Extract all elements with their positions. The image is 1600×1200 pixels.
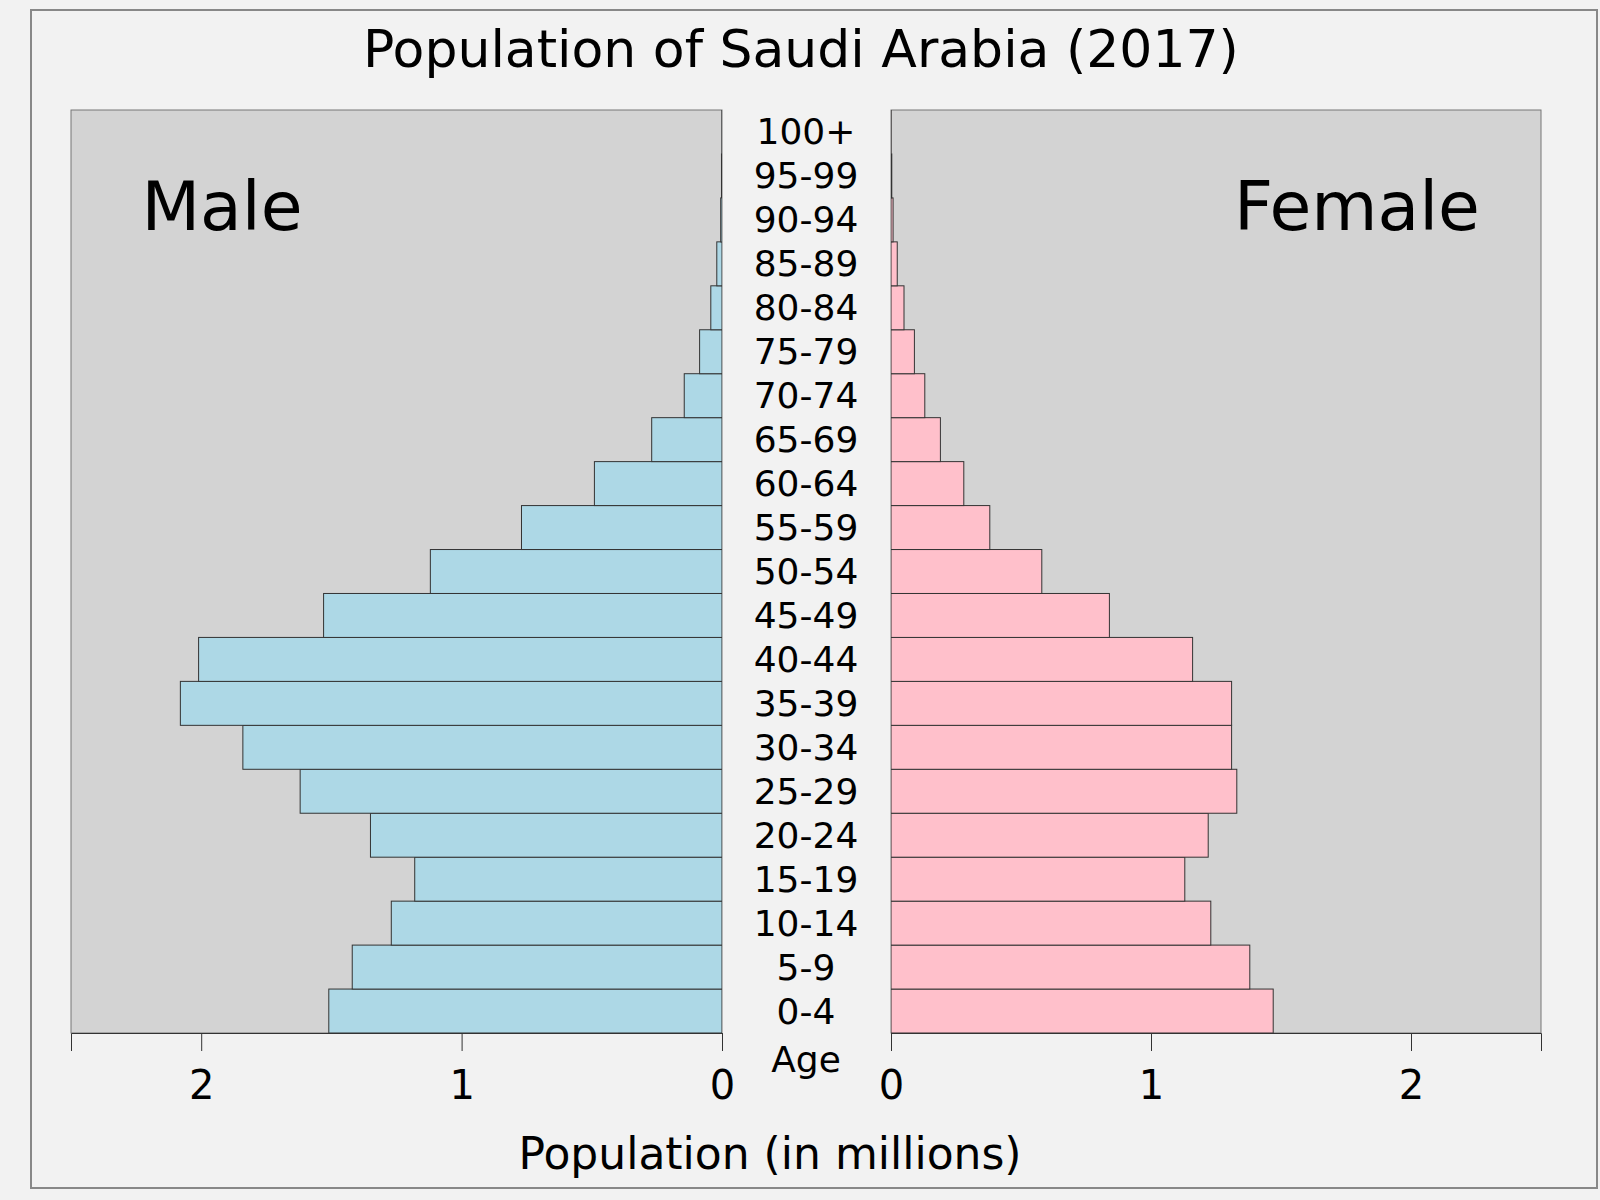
bar	[594, 462, 722, 506]
bar	[329, 989, 722, 1033]
tick-mark	[891, 1033, 892, 1051]
tick: 1	[449, 1033, 474, 1108]
tick-mark	[722, 1033, 723, 1051]
category-label: 10-14	[754, 903, 859, 944]
bar	[717, 242, 722, 286]
tick: 2	[1399, 1033, 1424, 1108]
bar	[891, 506, 990, 550]
tick-label: 1	[1139, 1062, 1164, 1108]
category-label: 55-59	[754, 507, 859, 548]
bar	[721, 154, 722, 198]
bar	[891, 154, 892, 198]
category-label: 60-64	[754, 463, 859, 504]
bar	[891, 857, 1185, 901]
category-label: 50-54	[754, 551, 859, 592]
category-label: 35-39	[754, 683, 859, 724]
category-label: 40-44	[754, 639, 859, 680]
category-label: 85-89	[754, 243, 859, 284]
tick-label: 1	[449, 1062, 474, 1108]
bar	[711, 286, 722, 330]
series-label: Female	[1234, 167, 1480, 246]
category-label: 45-49	[754, 595, 859, 636]
tick: 1	[1139, 1033, 1164, 1108]
bar	[891, 945, 1250, 989]
category-label: 30-34	[754, 727, 859, 768]
category-label: 100+	[757, 111, 856, 152]
bar	[891, 593, 1109, 637]
category-labels: 0-45-910-1415-1920-2425-2930-3435-3940-4…	[754, 111, 859, 1031]
tick-mark	[201, 1033, 202, 1051]
bars	[180, 110, 722, 1033]
bar	[891, 198, 893, 242]
bar	[891, 374, 925, 418]
bar	[891, 637, 1193, 681]
bar	[521, 506, 722, 550]
axis-line	[72, 1034, 723, 1052]
chart: Male 0 1 2 Female 0 1 2 0-45-910-1415-1920-2425-…	[0, 0, 1600, 1200]
bar	[352, 945, 722, 989]
tick: 0	[879, 1033, 904, 1108]
x-axis: 0 1 2	[72, 1033, 736, 1108]
bar	[891, 813, 1208, 857]
background	[31, 10, 1597, 1188]
bar	[243, 725, 722, 769]
axis-line	[892, 1034, 1542, 1052]
bar	[891, 989, 1273, 1033]
plot-area	[891, 110, 1541, 1033]
tick-mark	[1151, 1033, 1152, 1051]
bar	[891, 725, 1232, 769]
x-axis: 0 1 2	[879, 1033, 1542, 1108]
bar	[684, 374, 722, 418]
category-label: 65-69	[754, 419, 859, 460]
bar	[430, 550, 722, 594]
category-label: 25-29	[754, 771, 859, 812]
bar	[891, 901, 1211, 945]
bar	[300, 769, 722, 813]
axis-title: Age	[771, 1039, 841, 1080]
tick-label: 0	[710, 1062, 735, 1108]
tick: 2	[189, 1033, 214, 1108]
category-label: 80-84	[754, 287, 859, 328]
bar	[891, 418, 940, 462]
bar	[324, 593, 722, 637]
axis-title: Population (in millions)	[518, 1128, 1021, 1179]
tick-label: 2	[189, 1062, 214, 1108]
bar	[370, 813, 722, 857]
category-label: 70-74	[754, 375, 859, 416]
bar	[391, 901, 722, 945]
tick-mark	[462, 1033, 463, 1051]
bar	[891, 330, 914, 374]
bar	[891, 286, 904, 330]
bar	[891, 110, 892, 154]
bar	[721, 198, 722, 242]
bar	[415, 857, 722, 901]
bar	[891, 242, 897, 286]
category-label: 15-19	[754, 859, 859, 900]
series-label: Male	[141, 167, 302, 246]
tick-label: 2	[1399, 1062, 1424, 1108]
bar	[180, 681, 722, 725]
bar	[891, 462, 964, 506]
tick: 0	[710, 1033, 735, 1108]
category-label: 90-94	[754, 199, 859, 240]
bar	[652, 418, 722, 462]
bar	[199, 637, 722, 681]
tick-label: 0	[879, 1062, 904, 1108]
tick-mark	[1411, 1033, 1412, 1051]
category-label: 75-79	[754, 331, 859, 372]
title: Population of Saudi Arabia (2017)	[363, 19, 1239, 79]
bar	[891, 550, 1042, 594]
bar	[891, 681, 1232, 725]
plot-area	[71, 110, 722, 1033]
bar	[891, 769, 1237, 813]
category-label: 20-24	[754, 815, 859, 856]
bar	[700, 330, 722, 374]
category-label: 95-99	[754, 155, 859, 196]
category-label: 0-4	[777, 991, 836, 1032]
category-label: 5-9	[777, 947, 836, 988]
bars	[891, 110, 1273, 1033]
bar	[721, 110, 722, 154]
